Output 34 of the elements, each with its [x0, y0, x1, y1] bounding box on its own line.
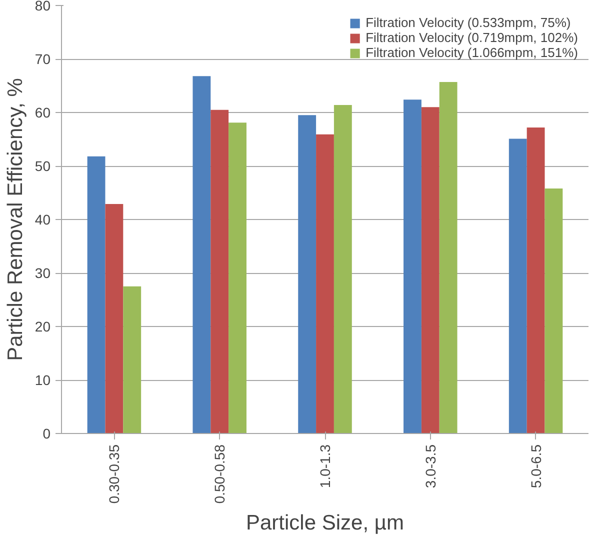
bar [544, 188, 563, 434]
bar [123, 286, 142, 434]
x-tick-label: 0.30-0.35 [106, 444, 122, 504]
bar [508, 138, 527, 434]
x-tick-label: 1.0-1.3 [317, 444, 333, 488]
y-tick-label: 40 [34, 212, 51, 228]
bar [421, 107, 440, 434]
x-tick-label: 5.0-6.5 [528, 444, 544, 488]
y-tick-label: 60 [34, 104, 51, 120]
bar [334, 105, 352, 434]
x-axis-title: Particle Size, µm [246, 512, 404, 535]
legend-label: Filtration Velocity (0.719mpm, 102%) [366, 30, 578, 45]
legend-label: Filtration Velocity (1.066mpm, 151%) [366, 45, 578, 60]
legend-label: Filtration Velocity (0.533mpm, 75%) [366, 15, 571, 30]
y-tick-label: 50 [34, 158, 51, 174]
bar [439, 82, 458, 434]
x-tick-label: 0.50-0.58 [212, 444, 228, 504]
bar [298, 115, 316, 434]
bar [526, 127, 545, 434]
y-tick-label: 80 [34, 0, 51, 14]
y-tick-label: 0 [42, 426, 51, 442]
y-tick-label: 10 [34, 372, 51, 388]
y-tick-label: 70 [34, 51, 51, 67]
y-axis-title: Particle Removal Efficiency, % [4, 78, 27, 361]
bar [228, 122, 246, 434]
bar [105, 204, 124, 434]
bar [210, 110, 229, 434]
bar [192, 76, 211, 434]
bar [404, 100, 422, 434]
x-tick-label: 3.0-3.5 [422, 444, 438, 488]
bar [316, 134, 334, 434]
y-tick-label: 30 [34, 265, 51, 281]
bar [87, 156, 106, 434]
y-tick-label: 20 [34, 318, 51, 334]
